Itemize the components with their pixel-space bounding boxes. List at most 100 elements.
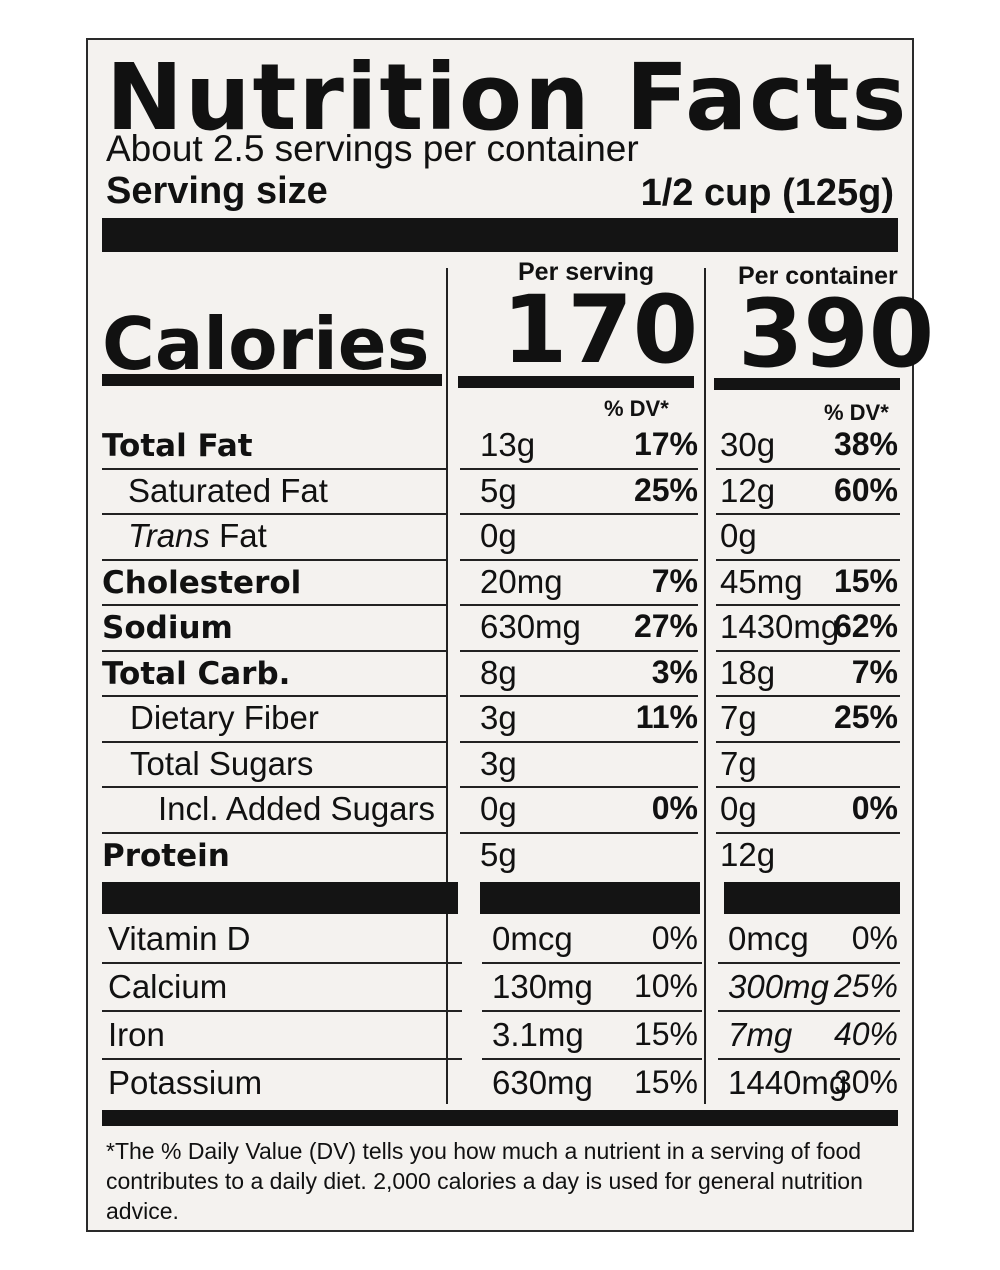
row-divider	[460, 558, 698, 561]
row-divider	[716, 558, 900, 561]
row-divider	[718, 1058, 900, 1060]
row-divider	[482, 1010, 702, 1012]
container-dv: 7%	[851, 653, 898, 690]
container-dv: 40%	[833, 1016, 898, 1052]
calories-divider-left	[102, 374, 442, 386]
calories-label: Calories	[102, 302, 430, 386]
serving-amount: 5g	[480, 471, 517, 509]
row-divider	[102, 786, 446, 788]
serving-size-value: 1/2 cup (125g)	[640, 172, 894, 214]
serving-dv: 25%	[633, 471, 698, 508]
nutrient-name: Saturated Fat	[128, 471, 328, 509]
row-divider	[460, 831, 698, 834]
calories-per-serving: 170	[502, 276, 699, 385]
calories-divider-right	[714, 378, 900, 390]
container-amount: 7mg	[728, 1016, 793, 1053]
nutrient-name: Trans Fat	[128, 517, 267, 555]
container-amount: 12g	[720, 835, 776, 873]
row-divider	[716, 786, 900, 788]
serving-amount: 0g	[480, 790, 517, 827]
row-divider	[460, 467, 698, 470]
serving-amount: 630mg	[492, 1064, 593, 1101]
container-dv: 62%	[833, 608, 898, 644]
container-dv: 60%	[833, 471, 898, 508]
row-divider	[102, 513, 446, 515]
calories-divider-mid	[458, 376, 694, 388]
vitamin-divider-left	[102, 882, 458, 914]
nutrient-name: Total Sugars	[130, 744, 314, 782]
serving-dv: 17%	[633, 426, 698, 462]
row-divider	[482, 962, 702, 964]
row-divider	[102, 1058, 462, 1060]
column-divider-2	[704, 268, 706, 1104]
nutrient-name: Protein	[102, 837, 230, 874]
nutrient-name: Sodium	[102, 610, 233, 646]
serving-amount: 13g	[480, 426, 536, 463]
serving-dv: 15%	[633, 1064, 698, 1100]
dv-header-container: % DV*	[824, 400, 889, 425]
dv-header-serving: % DV*	[604, 396, 669, 421]
row-divider	[102, 649, 446, 652]
serving-dv: 10%	[633, 968, 698, 1004]
nutrition-facts-label: Nutrition Facts About 2.5 servings per c…	[86, 38, 934, 1232]
vitamin-divider-mid	[480, 882, 700, 914]
row-divider	[102, 558, 446, 561]
serving-amount: 20mg	[480, 562, 563, 600]
thick-divider-top	[102, 218, 898, 252]
container-dv: 15%	[833, 562, 898, 599]
serving-amount: 3.1mg	[492, 1016, 584, 1053]
row-divider	[460, 649, 698, 652]
serving-amount: 3g	[480, 699, 517, 736]
nutrient-name: Incl. Added Sugars	[158, 790, 436, 827]
column-divider-1	[446, 268, 448, 1104]
container-amount: 7g	[720, 744, 757, 782]
row-divider	[460, 740, 698, 743]
row-divider	[460, 513, 698, 515]
row-divider	[716, 831, 900, 834]
container-dv: 25%	[833, 699, 898, 735]
row-divider	[102, 740, 446, 743]
serving-size-label: Serving size	[106, 170, 328, 212]
row-divider	[716, 604, 900, 606]
row-divider	[716, 740, 900, 743]
row-divider	[460, 695, 698, 697]
calories-per-container: 390	[738, 280, 935, 389]
serving-amount: 5g	[480, 835, 517, 873]
container-dv: 38%	[833, 426, 898, 462]
serving-dv: 0%	[651, 920, 698, 956]
row-divider	[718, 1010, 900, 1012]
serving-dv: 11%	[635, 699, 698, 735]
row-divider	[716, 649, 900, 652]
label-title: Nutrition Facts	[106, 44, 909, 151]
container-amount: 7g	[720, 699, 757, 736]
serving-amount: 630mg	[480, 608, 581, 645]
container-amount: 300mg	[728, 968, 829, 1005]
serving-amount: 130mg	[492, 968, 593, 1005]
serving-dv: 7%	[651, 562, 698, 599]
container-amount: 0g	[720, 517, 757, 554]
footnote: *The % Daily Value (DV) tells you how mu…	[106, 1138, 863, 1224]
vitamin-name: Vitamin D	[108, 920, 251, 957]
row-divider	[482, 1058, 702, 1060]
thick-divider-bottom	[102, 1110, 898, 1126]
container-dv: 25%	[833, 968, 898, 1004]
row-divider	[460, 604, 698, 606]
container-amount: 30g	[720, 426, 776, 463]
nutrient-name-rest: Fat	[209, 517, 267, 554]
per-serving-header: Per serving	[518, 258, 655, 286]
container-amount: 0g	[720, 790, 757, 827]
nutrient-name: Total Fat	[102, 428, 253, 464]
serving-amount: 8g	[480, 653, 517, 691]
vitamin-name: Calcium	[108, 968, 228, 1005]
serving-amount: 0mcg	[492, 920, 573, 957]
row-divider	[102, 604, 446, 606]
nutrient-name: Cholesterol	[102, 564, 302, 601]
container-amount: 18g	[720, 653, 776, 691]
row-divider	[102, 962, 462, 964]
serving-dv: 27%	[633, 608, 698, 644]
row-divider	[718, 962, 900, 964]
serving-amount: 3g	[480, 744, 517, 782]
servings-per-container: About 2.5 servings per container	[106, 128, 639, 169]
container-dv: 30%	[833, 1064, 898, 1100]
serving-amount: 0g	[480, 517, 517, 554]
